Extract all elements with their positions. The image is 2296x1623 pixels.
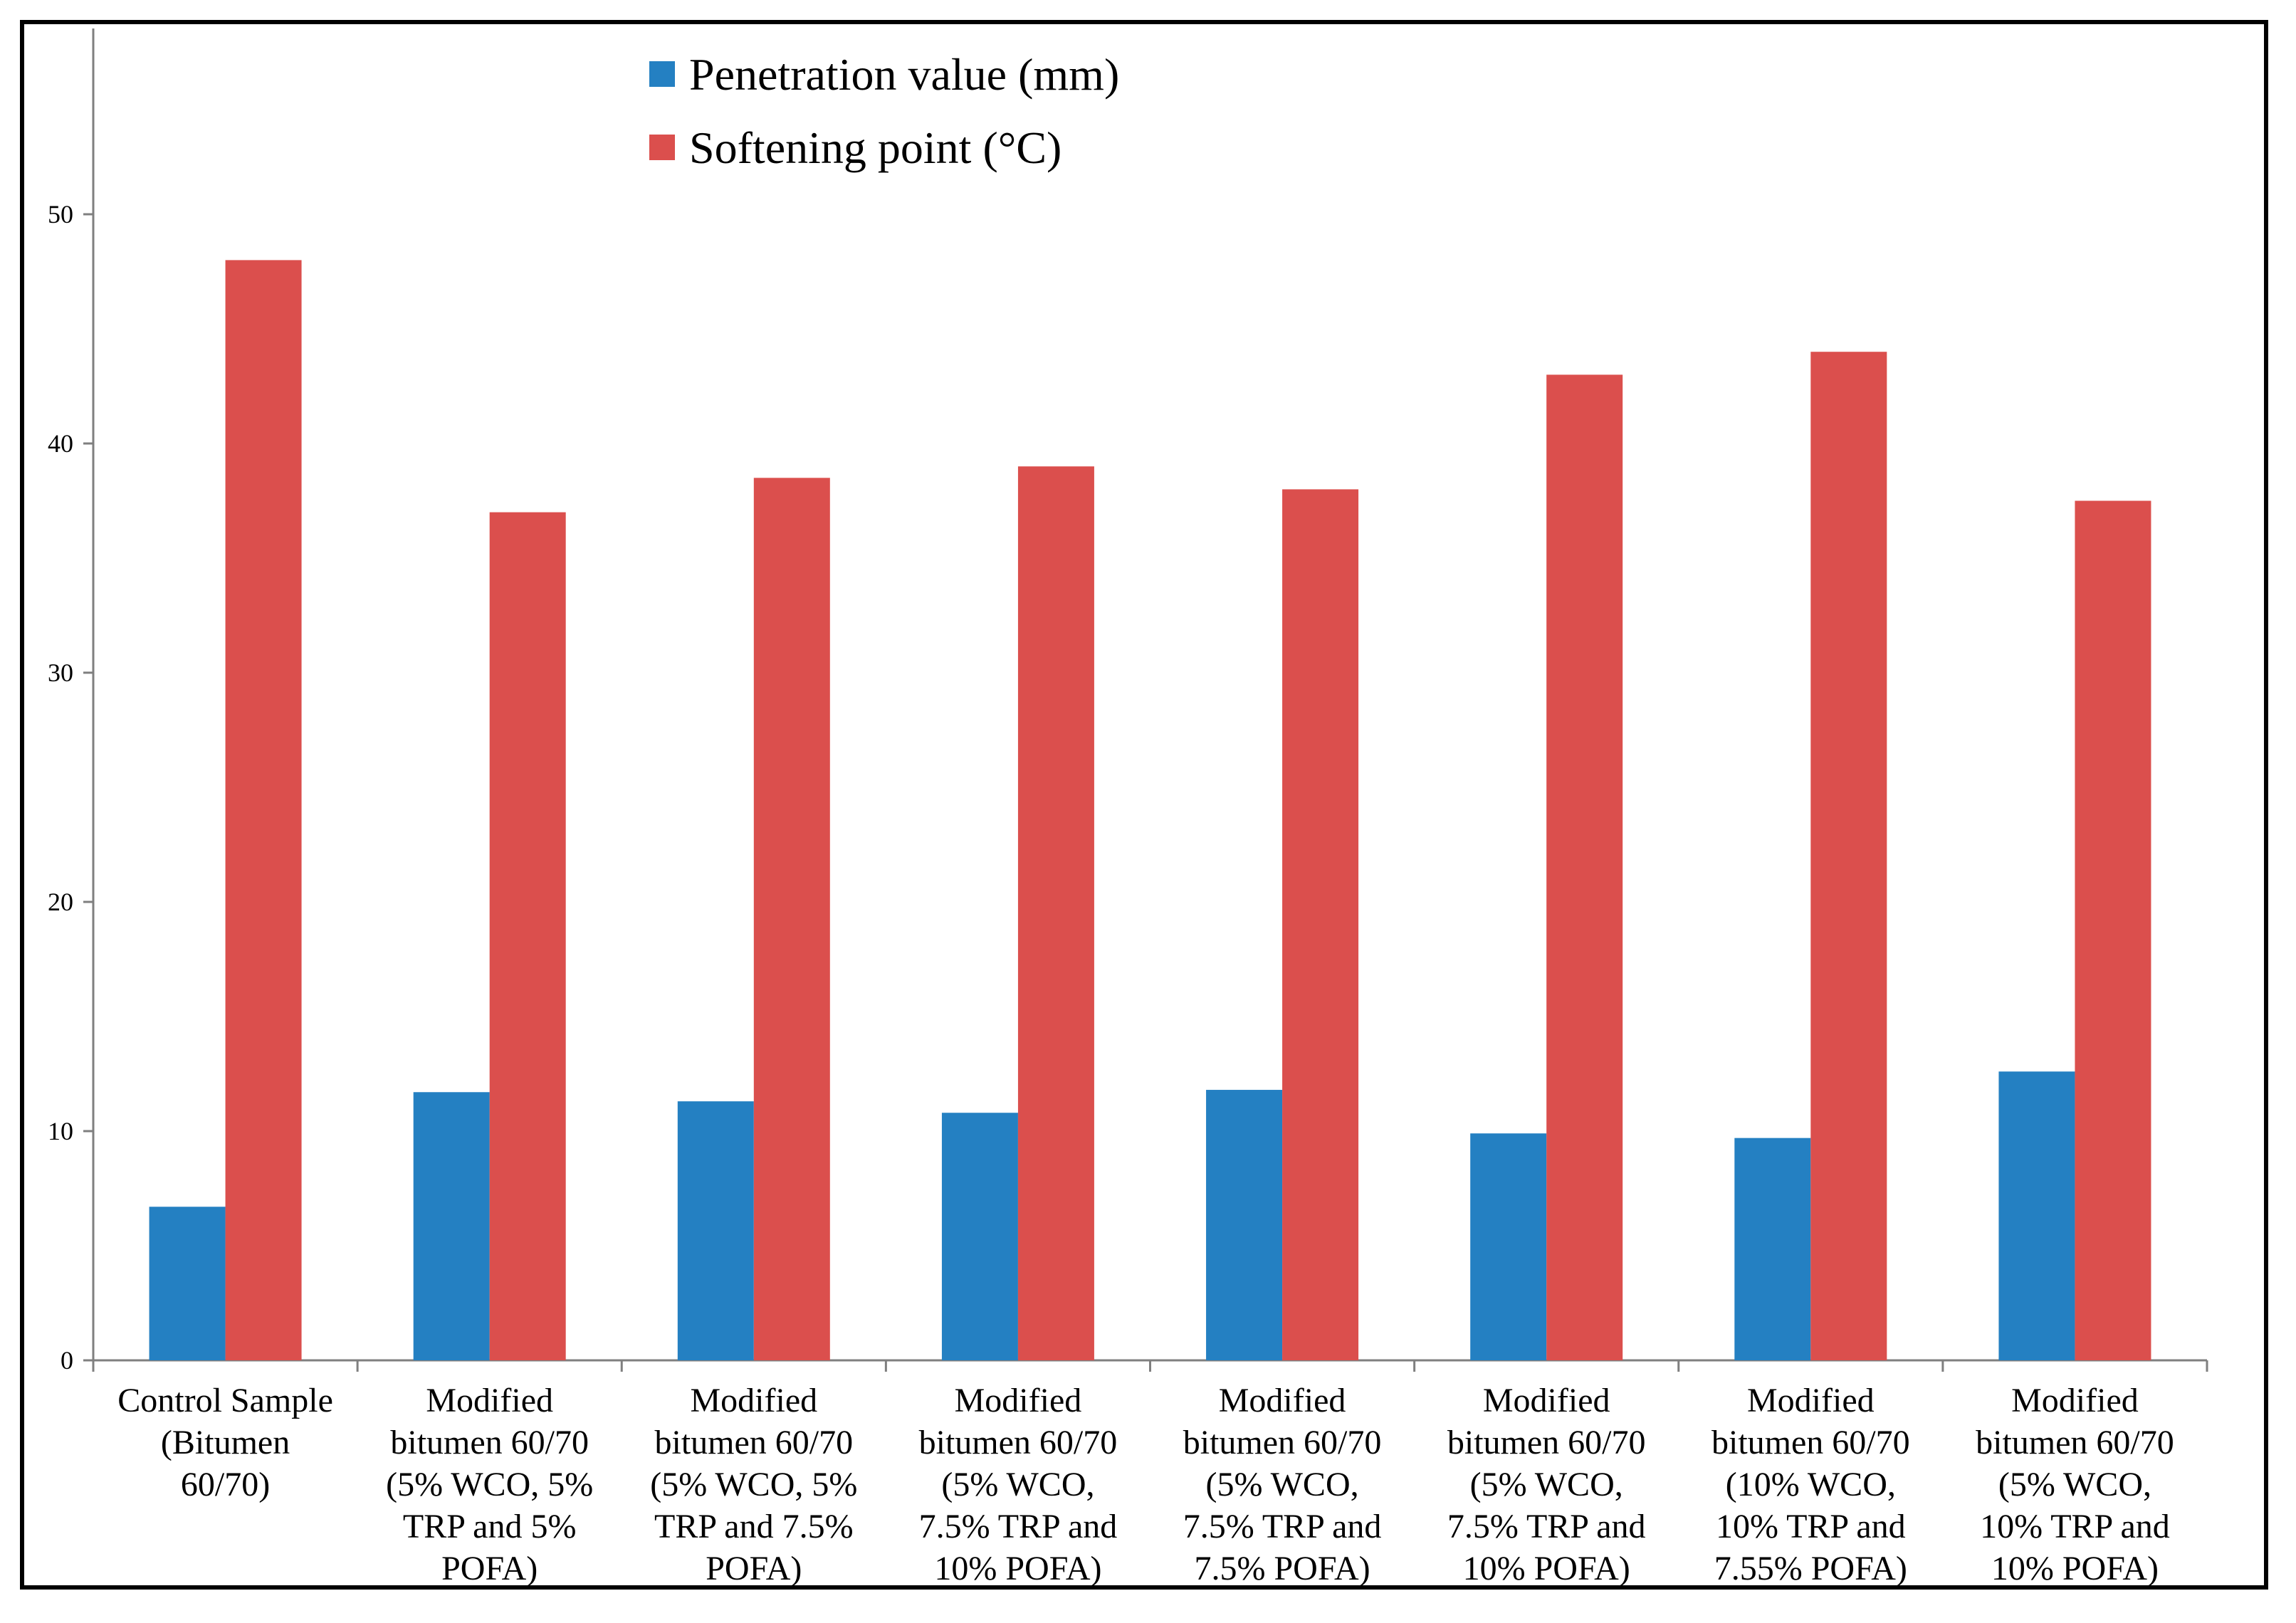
legend-label: Softening point (°C) — [689, 122, 1061, 173]
category-label-line: 7.5% POFA) — [1195, 1550, 1370, 1587]
category-label-line: Modified — [426, 1382, 553, 1419]
category-label-line: Control Sample — [117, 1382, 333, 1419]
category-label-line: 10% POFA) — [934, 1550, 1101, 1587]
category-label-line: Modified — [690, 1382, 817, 1419]
category-label-line: (5% WCO, 5% — [650, 1466, 857, 1503]
category-label-line: bitumen 60/70 — [1711, 1424, 1910, 1461]
bar-penetration — [1734, 1138, 1811, 1360]
category-label-line: Modified — [1483, 1382, 1610, 1419]
category-label-line: 10% TRP and — [1716, 1508, 1906, 1545]
category-label-line: (5% WCO, 5% — [386, 1466, 593, 1503]
category-label: Modified bitumen 60/70 (5% WCO, 5% TRP and … — [650, 1382, 857, 1587]
category-label: Control Sample (Bitumen 60/70) — [117, 1382, 333, 1503]
category-label-line: TRP and 7.5% — [654, 1508, 854, 1545]
category-label: Modified bitumen 60/70 (10% WCO, 10% TRP an… — [1711, 1382, 1910, 1587]
bar-softening — [489, 512, 566, 1360]
category-label-line: bitumen 60/70 — [1183, 1424, 1382, 1461]
category-label-line: 7.55% POFA) — [1714, 1550, 1907, 1587]
bar-penetration — [1998, 1071, 2075, 1360]
chart-frame — [20, 20, 2268, 1590]
y-tick-label: 10 — [48, 1117, 73, 1145]
bar-softening — [225, 260, 302, 1360]
category-label-line: POFA) — [706, 1550, 802, 1587]
category-label-line: Modified — [1747, 1382, 1875, 1419]
category-label: Modified bitumen 60/70 (5% WCO, 5% TRP and … — [386, 1382, 593, 1587]
category-label: Modified bitumen 60/70 (5% WCO, 7.5% TRP an… — [1447, 1382, 1646, 1587]
category-label-line: bitumen 60/70 — [654, 1424, 853, 1461]
category-label: Modified bitumen 60/70 (5% WCO, 10% TRP and… — [1976, 1382, 2174, 1587]
y-tick-label: 0 — [61, 1346, 73, 1375]
category-label-line: Modified — [955, 1382, 1082, 1419]
category-label-line: (5% WCO, — [1206, 1466, 1359, 1503]
category-label-line: 7.5% TRP and — [1183, 1508, 1382, 1545]
category-label-line: TRP and 5% — [403, 1508, 577, 1545]
category-label-line: bitumen 60/70 — [1447, 1424, 1646, 1461]
category-label-line: (5% WCO, — [941, 1466, 1094, 1503]
category-label-line: Modified — [2011, 1382, 2139, 1419]
category-label-line: (5% WCO, — [1998, 1466, 2151, 1503]
bar-penetration — [1470, 1133, 1547, 1360]
bar-softening — [2075, 500, 2151, 1360]
category-label-line: bitumen 60/70 — [919, 1424, 1118, 1461]
legend-label: Penetration value (mm) — [689, 49, 1119, 100]
category-label: Modified bitumen 60/70 (5% WCO, 7.5% TRP an… — [919, 1382, 1118, 1587]
legend-swatch — [649, 135, 675, 160]
category-label-line: bitumen 60/70 — [1976, 1424, 2174, 1461]
category-label-line: (Bitumen — [161, 1424, 290, 1461]
category-label-line: 10% POFA) — [1463, 1550, 1630, 1587]
bar-penetration — [413, 1092, 490, 1360]
category-label-line: Modified — [1219, 1382, 1346, 1419]
bar-penetration — [1206, 1090, 1283, 1360]
legend-swatch — [649, 61, 675, 87]
category-label-line: bitumen 60/70 — [390, 1424, 589, 1461]
category-label-line: 7.5% TRP and — [919, 1508, 1118, 1545]
category-label-line: 7.5% TRP and — [1447, 1508, 1646, 1545]
bar-softening — [753, 478, 830, 1360]
category-label-line: 10% TRP and — [1980, 1508, 2170, 1545]
bar-softening — [1546, 374, 1623, 1360]
y-tick-label: 20 — [48, 888, 73, 916]
category-label: Modified bitumen 60/70 (5% WCO, 7.5% TRP an… — [1183, 1382, 1382, 1587]
y-tick-label: 50 — [48, 200, 73, 229]
bar-penetration — [677, 1101, 754, 1360]
category-label-line: 60/70) — [181, 1466, 270, 1503]
bar-penetration — [149, 1207, 226, 1360]
category-label-line: POFA) — [441, 1550, 538, 1587]
bar-penetration — [941, 1113, 1018, 1360]
y-tick-label: 40 — [48, 429, 73, 458]
category-label-line: 10% POFA) — [1991, 1550, 2159, 1587]
bar-softening — [1810, 352, 1887, 1361]
y-tick-label: 30 — [48, 658, 73, 687]
bar-softening — [1017, 466, 1094, 1361]
category-label-line: (10% WCO, — [1726, 1466, 1896, 1503]
category-label-line: (5% WCO, — [1470, 1466, 1623, 1503]
bar-softening — [1282, 489, 1359, 1360]
